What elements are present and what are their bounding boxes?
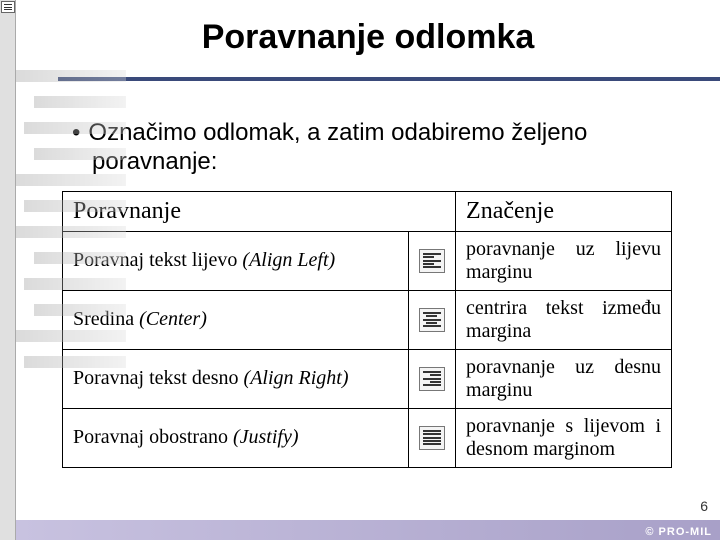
footer-bar: © PRO-MIL [16,520,720,540]
footer-logo: © PRO-MIL [645,526,712,538]
table-header-row: Poravnanje Značenje [63,191,672,231]
outline-view-icon [1,1,15,13]
table-row: Poravnaj obostrano (Justify) poravnanje … [63,408,672,467]
align-justify-icon [419,426,445,450]
row-meaning: poravnanje uz desnu marginu [456,349,672,408]
body-text: •Označimo odlomak, a zatim odabiremo žel… [72,119,680,177]
header-znacenje: Značenje [456,191,672,231]
align-right-icon [419,367,445,391]
slide-title: Poravnanje odlomka [16,0,720,57]
table-row: Poravnaj tekst lijevo (Align Left) porav… [63,231,672,290]
body-text-content: Označimo odlomak, a zatim odabiremo želj… [88,119,587,175]
page-number: 6 [700,498,708,514]
row-icon-cell [408,231,456,290]
outline-gutter [0,0,16,540]
row-icon-cell [408,290,456,349]
align-center-icon [419,308,445,332]
slide-body: Poravnanje odlomka •Označimo odlomak, a … [16,0,720,540]
decorative-stripes [16,70,126,490]
row-meaning: centrira tekst između margina [456,290,672,349]
row-meaning: poravnanje uz lijevu marginu [456,231,672,290]
table-row: Poravnaj tekst desno (Align Right) porav… [63,349,672,408]
table-row: Sredina (Center) centrira tekst između m… [63,290,672,349]
row-meaning: poravnanje s lijevom i desnom marginom [456,408,672,467]
row-icon-cell [408,349,456,408]
row-icon-cell [408,408,456,467]
align-left-icon [419,249,445,273]
alignment-table: Poravnanje Značenje Poravnaj tekst lijev… [62,191,672,468]
